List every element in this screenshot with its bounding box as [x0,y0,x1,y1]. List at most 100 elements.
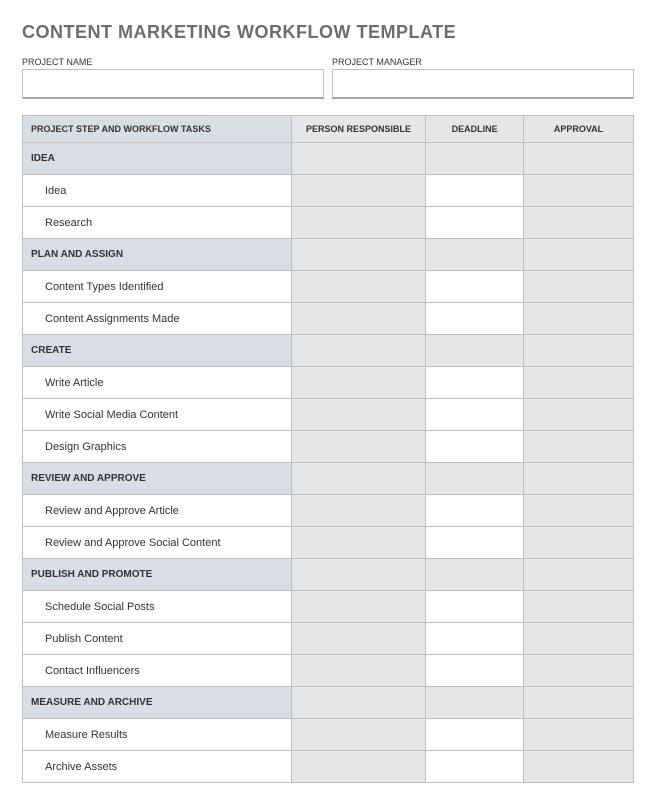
task-deadline-cell[interactable] [426,431,524,463]
task-approval-cell[interactable] [524,527,634,559]
task-label: Write Social Media Content [23,399,292,431]
task-label: Review and Approve Social Content [23,527,292,559]
project-name-input[interactable] [22,69,324,99]
section-row: IDEA [23,143,634,175]
section-blank-deadline [426,687,524,719]
section-blank-approval [524,687,634,719]
task-person-cell[interactable] [291,527,425,559]
section-blank-approval [524,335,634,367]
task-person-cell[interactable] [291,399,425,431]
workflow-table: PROJECT STEP AND WORKFLOW TASKS PERSON R… [22,115,634,783]
task-row: Review and Approve Social Content [23,527,634,559]
section-blank-deadline [426,239,524,271]
task-deadline-cell[interactable] [426,623,524,655]
task-row: Write Article [23,367,634,399]
task-deadline-cell[interactable] [426,527,524,559]
task-person-cell[interactable] [291,175,425,207]
project-manager-label: PROJECT MANAGER [332,57,634,67]
task-approval-cell[interactable] [524,175,634,207]
section-label: IDEA [23,143,292,175]
section-label: PUBLISH AND PROMOTE [23,559,292,591]
task-row: Write Social Media Content [23,399,634,431]
section-blank-person [291,335,425,367]
task-label: Measure Results [23,719,292,751]
task-person-cell[interactable] [291,623,425,655]
task-row: Research [23,207,634,239]
task-row: Publish Content [23,623,634,655]
task-label: Design Graphics [23,431,292,463]
task-deadline-cell[interactable] [426,175,524,207]
task-label: Archive Assets [23,751,292,783]
section-label: CREATE [23,335,292,367]
task-approval-cell[interactable] [524,303,634,335]
task-label: Research [23,207,292,239]
task-label: Contact Influencers [23,655,292,687]
task-deadline-cell[interactable] [426,399,524,431]
project-name-label: PROJECT NAME [22,57,324,67]
task-deadline-cell[interactable] [426,655,524,687]
task-approval-cell[interactable] [524,591,634,623]
task-row: Measure Results [23,719,634,751]
task-person-cell[interactable] [291,591,425,623]
task-approval-cell[interactable] [524,207,634,239]
section-label: MEASURE AND ARCHIVE [23,687,292,719]
task-label: Content Types Identified [23,271,292,303]
task-row: Contact Influencers [23,655,634,687]
task-row: Content Assignments Made [23,303,634,335]
section-row: PLAN AND ASSIGN [23,239,634,271]
task-approval-cell[interactable] [524,655,634,687]
section-row: MEASURE AND ARCHIVE [23,687,634,719]
task-deadline-cell[interactable] [426,591,524,623]
page-title: CONTENT MARKETING WORKFLOW TEMPLATE [22,22,634,43]
section-blank-approval [524,239,634,271]
task-approval-cell[interactable] [524,399,634,431]
task-row: Review and Approve Article [23,495,634,527]
col-header-deadline: DEADLINE [426,116,524,143]
task-label: Schedule Social Posts [23,591,292,623]
task-deadline-cell[interactable] [426,271,524,303]
task-person-cell[interactable] [291,303,425,335]
meta-row: PROJECT NAME PROJECT MANAGER [22,57,634,99]
col-header-tasks: PROJECT STEP AND WORKFLOW TASKS [23,116,292,143]
task-approval-cell[interactable] [524,623,634,655]
task-label: Publish Content [23,623,292,655]
task-person-cell[interactable] [291,207,425,239]
task-person-cell[interactable] [291,271,425,303]
task-deadline-cell[interactable] [426,367,524,399]
task-row: Schedule Social Posts [23,591,634,623]
section-blank-person [291,239,425,271]
task-deadline-cell[interactable] [426,207,524,239]
task-approval-cell[interactable] [524,751,634,783]
task-deadline-cell[interactable] [426,751,524,783]
task-person-cell[interactable] [291,495,425,527]
task-person-cell[interactable] [291,751,425,783]
section-blank-deadline [426,559,524,591]
task-row: Content Types Identified [23,271,634,303]
task-approval-cell[interactable] [524,367,634,399]
task-approval-cell[interactable] [524,431,634,463]
section-blank-deadline [426,335,524,367]
section-blank-person [291,687,425,719]
task-person-cell[interactable] [291,719,425,751]
section-blank-approval [524,559,634,591]
task-deadline-cell[interactable] [426,495,524,527]
task-label: Idea [23,175,292,207]
section-blank-approval [524,143,634,175]
task-person-cell[interactable] [291,367,425,399]
section-blank-approval [524,463,634,495]
task-deadline-cell[interactable] [426,719,524,751]
task-approval-cell[interactable] [524,271,634,303]
project-manager-input[interactable] [332,69,634,99]
task-deadline-cell[interactable] [426,303,524,335]
task-approval-cell[interactable] [524,495,634,527]
task-person-cell[interactable] [291,431,425,463]
section-blank-deadline [426,143,524,175]
table-header-row: PROJECT STEP AND WORKFLOW TASKS PERSON R… [23,116,634,143]
task-label: Review and Approve Article [23,495,292,527]
section-row: REVIEW AND APPROVE [23,463,634,495]
section-row: CREATE [23,335,634,367]
task-person-cell[interactable] [291,655,425,687]
task-approval-cell[interactable] [524,719,634,751]
task-label: Write Article [23,367,292,399]
section-label: REVIEW AND APPROVE [23,463,292,495]
